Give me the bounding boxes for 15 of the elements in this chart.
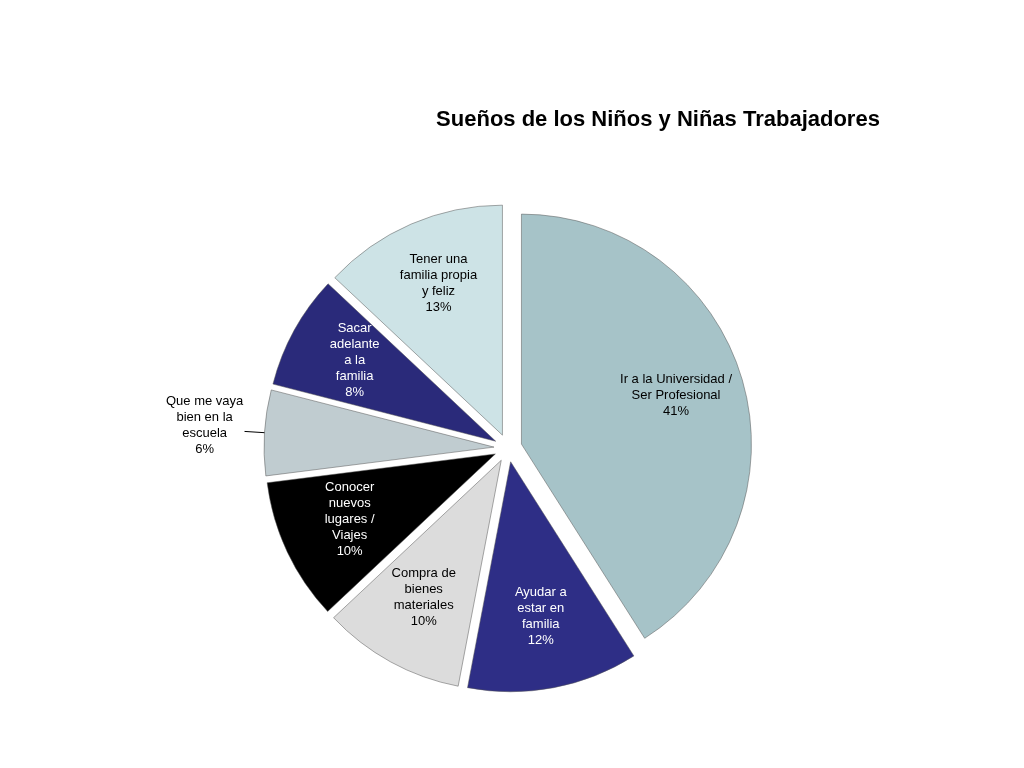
- slice-label: Conocer nuevos lugares / Viajes: [324, 478, 375, 542]
- data-label: 10%: [410, 613, 438, 629]
- data-label: 10%: [336, 542, 364, 558]
- slice-label: Sacar adelante a la familia: [329, 319, 380, 383]
- slice-label: Ir a la Universidad / Ser Profesional: [620, 371, 733, 403]
- chart-title: Sueños de los Niños y Niñas Trabajadores: [436, 106, 880, 131]
- slice-label: Que me vaya bien en la escuela: [165, 392, 245, 440]
- data-label: 41%: [663, 403, 690, 419]
- data-label: 6%: [195, 440, 215, 456]
- data-label: 12%: [527, 631, 555, 647]
- data-label: 8%: [345, 383, 365, 399]
- slice-label: Ayudar a estar en familia: [514, 583, 568, 631]
- slice-label: Tener una familia propia y feliz: [399, 251, 478, 299]
- data-label: 13%: [425, 299, 452, 315]
- slice-label: Compra de bienes materiales: [391, 565, 456, 613]
